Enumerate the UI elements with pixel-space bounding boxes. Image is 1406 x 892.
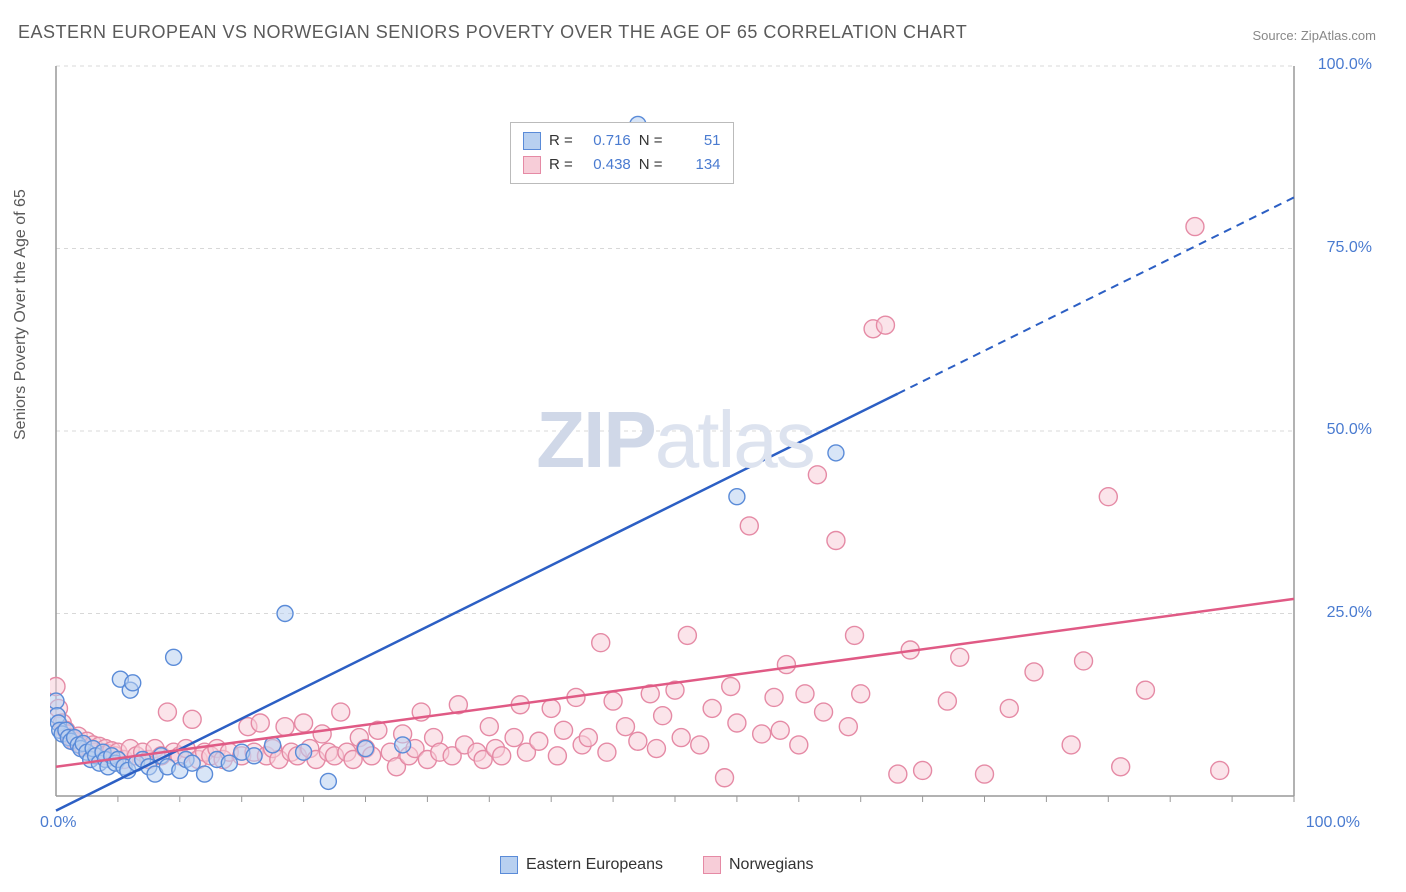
legend-label-norwegian: Norwegians — [729, 856, 813, 874]
y-tick-label: 100.0% — [1318, 56, 1372, 74]
y-tick-label: 75.0% — [1327, 239, 1372, 257]
n-value-norwegian: 134 — [671, 153, 721, 177]
r-label: R = — [549, 129, 573, 153]
chart-plot-area: ZIPatlas R = 0.716 N = 51 R = 0.438 N = … — [50, 60, 1300, 820]
legend-label-eastern: Eastern Europeans — [526, 856, 663, 874]
r-value-norwegian: 0.438 — [581, 153, 631, 177]
correlation-row-eastern: R = 0.716 N = 51 — [523, 129, 721, 153]
n-value-eastern: 51 — [671, 129, 721, 153]
legend-swatch-eastern — [500, 856, 518, 874]
source-attribution: Source: ZipAtlas.com — [1252, 28, 1376, 43]
legend-item-eastern: Eastern Europeans — [500, 856, 663, 874]
n-label: N = — [639, 129, 663, 153]
correlation-row-norwegian: R = 0.438 N = 134 — [523, 153, 721, 177]
legend-swatch-norwegian — [703, 856, 721, 874]
r-value-eastern: 0.716 — [581, 129, 631, 153]
y-axis-label: Seniors Poverty Over the Age of 65 — [12, 189, 30, 440]
source-name: ZipAtlas.com — [1301, 28, 1376, 43]
n-label: N = — [639, 153, 663, 177]
x-tick-label-max: 100.0% — [1306, 814, 1360, 832]
y-tick-label: 50.0% — [1327, 421, 1372, 439]
series-legend: Eastern Europeans Norwegians — [500, 856, 813, 874]
y-tick-label: 25.0% — [1327, 604, 1372, 622]
correlation-legend: R = 0.716 N = 51 R = 0.438 N = 134 — [510, 122, 734, 184]
chart-title: EASTERN EUROPEAN VS NORWEGIAN SENIORS PO… — [18, 22, 967, 43]
swatch-norwegian — [523, 156, 541, 174]
x-tick-label-min: 0.0% — [40, 814, 76, 832]
r-label: R = — [549, 153, 573, 177]
swatch-eastern — [523, 132, 541, 150]
legend-item-norwegian: Norwegians — [703, 856, 813, 874]
source-prefix: Source: — [1252, 28, 1300, 43]
